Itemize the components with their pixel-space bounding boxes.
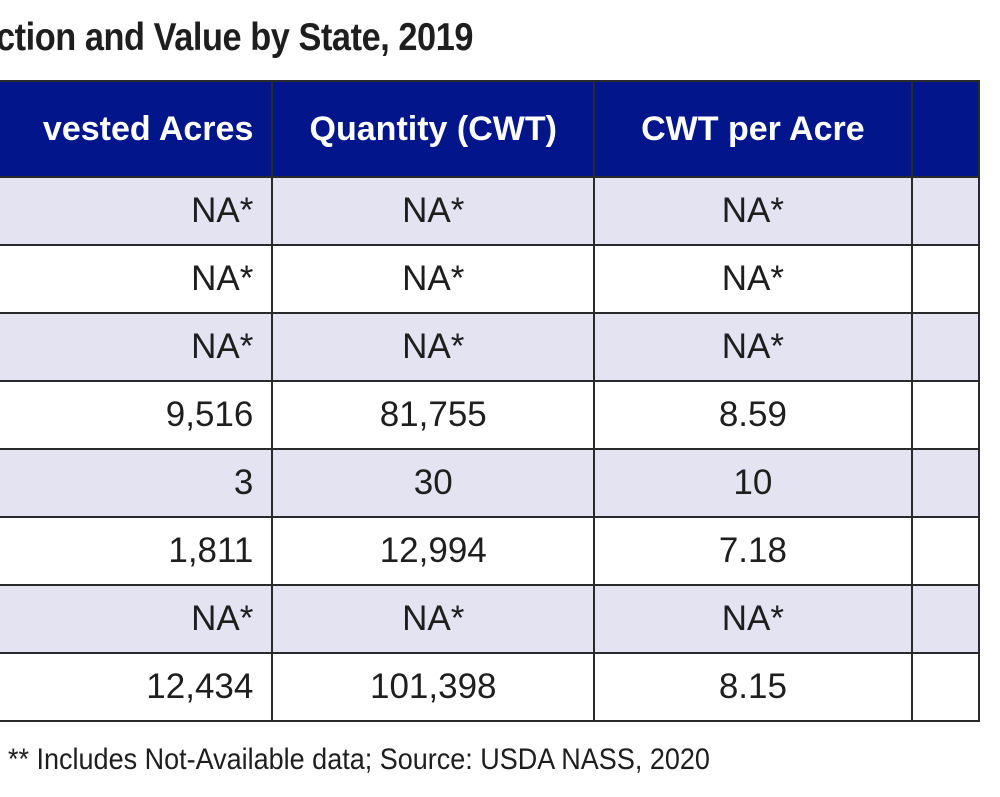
table-row: 9,516 81,755 8.59 (0, 380, 981, 450)
table-cell: 30 (271, 448, 596, 518)
table-cell: NA* (593, 312, 913, 382)
table-row: 1,811 12,994 7.18 (0, 516, 981, 586)
table-cell: NA* (271, 584, 596, 654)
table-cell: NA* (593, 176, 913, 246)
table-cell (910, 448, 981, 518)
col-value (910, 80, 981, 178)
table-cell: 12,434 (0, 652, 274, 722)
table-cell: 9,516 (0, 380, 274, 450)
col-harvested-acres: vested Acres (0, 80, 274, 178)
table-cell (910, 652, 981, 722)
table-row: NA* NA* NA* (0, 312, 981, 382)
footnote: ** Includes Not-Available data; Source: … (8, 743, 710, 776)
table-row: NA* NA* NA* (0, 244, 981, 314)
table-row: NA* NA* NA* (0, 584, 981, 654)
table-cell: NA* (271, 312, 596, 382)
table-cell: NA* (593, 244, 913, 314)
table-cell: NA* (0, 244, 274, 314)
table-cell: NA* (271, 244, 596, 314)
table-row: NA* NA* NA* (0, 176, 981, 246)
table-cell (910, 516, 981, 586)
table-cell: 10 (593, 448, 913, 518)
table-cell (910, 380, 981, 450)
col-cwt-per-acre: CWT per Acre (593, 80, 913, 178)
table-cell (910, 312, 981, 382)
table-cell: 8.59 (593, 380, 913, 450)
table-cell (910, 584, 981, 654)
table-cell: 81,755 (271, 380, 596, 450)
table-cell: NA* (0, 312, 274, 382)
table-cell (910, 176, 981, 246)
table-cell: NA* (593, 584, 913, 654)
total-row: 12,434 101,398 8.15 (0, 652, 981, 722)
table-cell: 3 (0, 448, 274, 518)
table-cell: NA* (0, 176, 274, 246)
table-cell: NA* (0, 584, 274, 654)
table-title: ction and Value by State, 2019 (0, 16, 474, 59)
table-row: 3 30 10 (0, 448, 981, 518)
table-cell: NA* (271, 176, 596, 246)
col-quantity: Quantity (CWT) (271, 80, 596, 178)
header-row: vested Acres Quantity (CWT) CWT per Acre (0, 80, 981, 178)
table-cell: 12,994 (271, 516, 596, 586)
table-cell (910, 244, 981, 314)
table-cell: 1,811 (0, 516, 274, 586)
table-cell: 7.18 (593, 516, 913, 586)
table-cell: 101,398 (271, 652, 596, 722)
table-cell: 8.15 (593, 652, 913, 722)
production-table: vested Acres Quantity (CWT) CWT per Acre… (0, 80, 981, 722)
